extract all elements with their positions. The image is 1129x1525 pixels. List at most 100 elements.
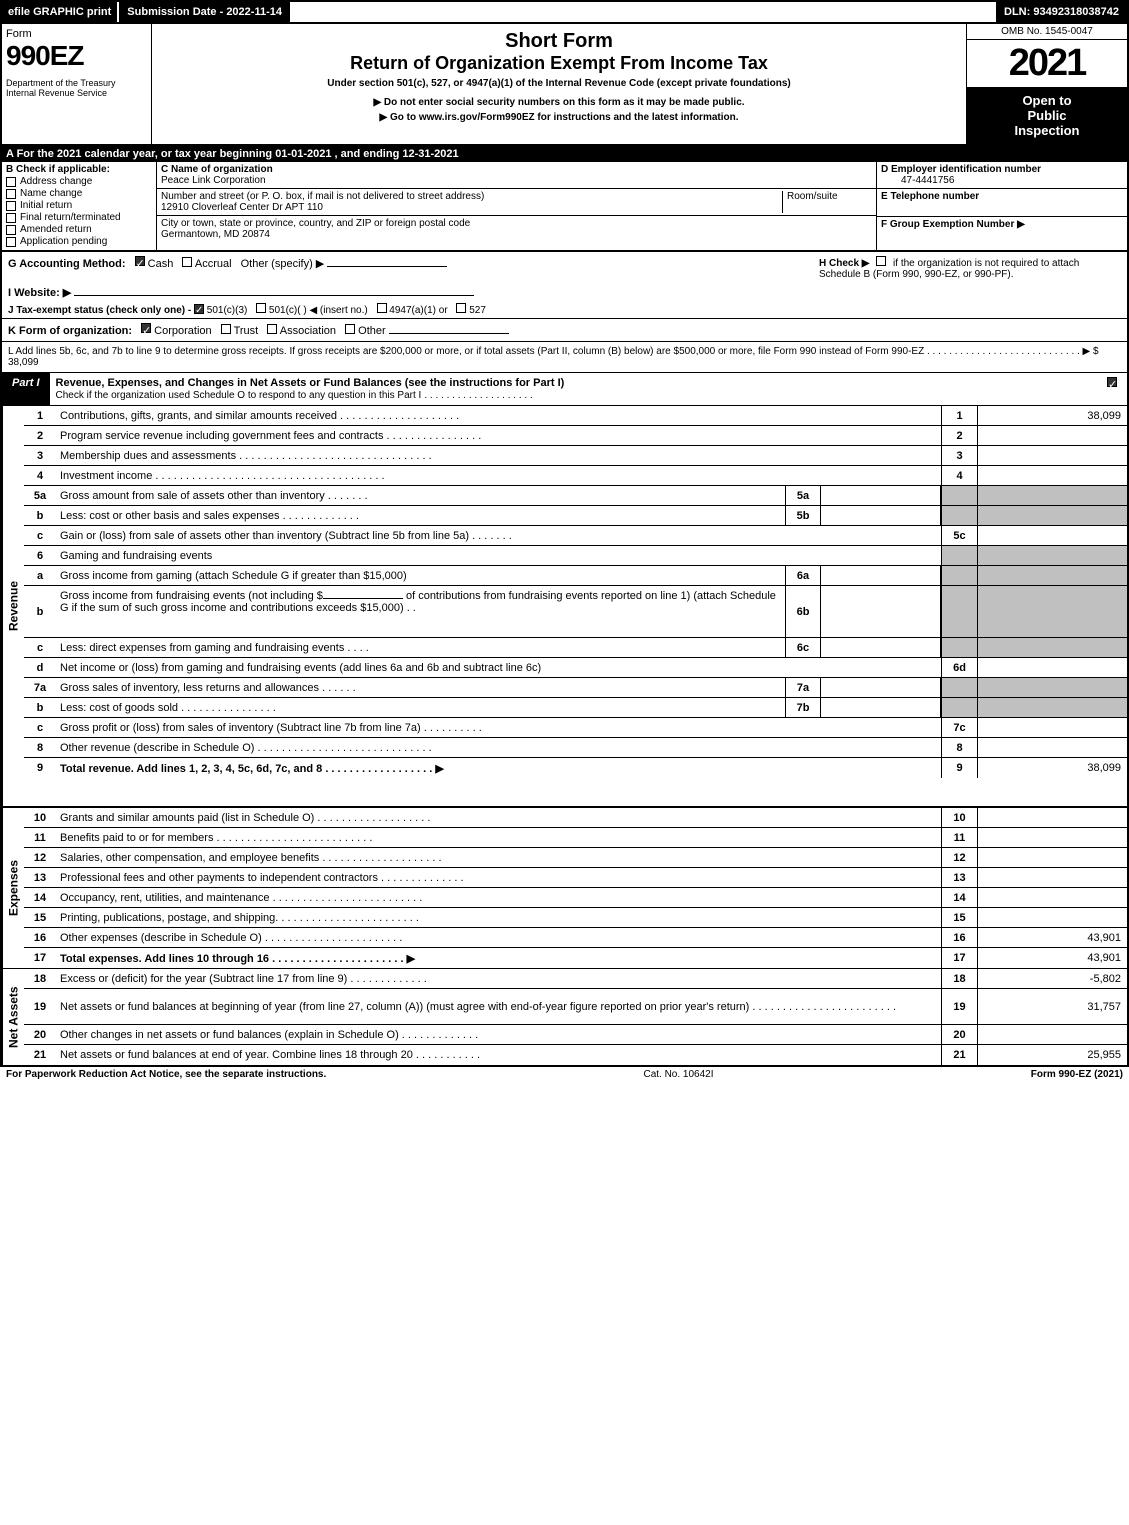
line6b-desc: Gross income from fundraising events (no… [56, 586, 785, 637]
line18-desc: Excess or (deficit) for the year (Subtra… [56, 969, 941, 988]
part1-label: Part I [2, 373, 50, 405]
line15-desc: Printing, publications, postage, and shi… [56, 908, 941, 927]
line14-desc: Occupancy, rent, utilities, and maintena… [56, 888, 941, 907]
header-left: Form 990EZ Department of the Treasury In… [2, 24, 152, 144]
line5b-desc: Less: cost or other basis and sales expe… [56, 506, 785, 525]
line5b-r [941, 506, 977, 525]
501c-label: 501(c)( ) ◀ (insert no.) [269, 305, 368, 316]
cash-label: Cash [148, 258, 174, 270]
line9-desc-text: Total revenue. Add lines 1, 2, 3, 4, 5c,… [60, 762, 444, 775]
cash-checkbox[interactable]: ✓ [135, 256, 145, 266]
final-label: Final return/terminated [20, 212, 121, 223]
section-de: D Employer identification number 47-4441… [877, 162, 1127, 250]
line16-desc: Other expenses (describe in Schedule O) … [56, 928, 941, 947]
goto-link[interactable]: ▶ Go to www.irs.gov/Form990EZ for instru… [158, 112, 960, 123]
line15-num: 15 [24, 908, 56, 927]
taxexempt-label: J Tax-exempt status (check only one) - [8, 305, 191, 316]
line11-val [977, 828, 1127, 847]
corp-checkbox[interactable]: ✓ [141, 323, 151, 333]
telephone-label: E Telephone number [881, 191, 1123, 202]
line14-r: 14 [941, 888, 977, 907]
line20-num: 20 [24, 1025, 56, 1044]
part1-check[interactable]: ✓ [1097, 373, 1127, 405]
form-label: Form [6, 28, 147, 40]
line5a-r [941, 486, 977, 505]
assoc-checkbox[interactable] [267, 324, 277, 334]
expenses-vlabel: Expenses [2, 808, 24, 968]
other-org-input[interactable] [389, 333, 509, 334]
line11-num: 11 [24, 828, 56, 847]
line5c-val [977, 526, 1127, 545]
website-input[interactable] [74, 295, 474, 296]
line6b-input[interactable] [323, 598, 403, 599]
line18-r: 18 [941, 969, 977, 988]
4947-checkbox[interactable] [377, 303, 387, 313]
line7b-r [941, 698, 977, 717]
trust-checkbox[interactable] [221, 324, 231, 334]
netassets-vlabel: Net Assets [2, 969, 24, 1065]
line21-num: 21 [24, 1045, 56, 1065]
h-checkbox[interactable] [876, 256, 886, 266]
name-change-label: Name change [20, 188, 82, 199]
line8-desc: Other revenue (describe in Schedule O) .… [56, 738, 941, 757]
k-label: K Form of organization: [8, 325, 132, 337]
section-l: L Add lines 5b, 6c, and 7b to line 9 to … [0, 342, 1129, 373]
footer-mid: Cat. No. 10642I [326, 1069, 1030, 1080]
line16-r: 16 [941, 928, 977, 947]
line9-val: 38,099 [977, 758, 1127, 778]
line6d-desc: Net income or (loss) from gaming and fun… [56, 658, 941, 677]
line7b-sub: 7b [785, 698, 821, 717]
pending-checkbox[interactable] [6, 237, 16, 247]
section-i: I Website: ▶ [0, 284, 1129, 301]
other-org-checkbox[interactable] [345, 324, 355, 334]
org-name-label: C Name of organization [161, 164, 872, 175]
part1-title-text: Revenue, Expenses, and Changes in Net As… [56, 377, 565, 389]
tax-year: 2021 [967, 40, 1127, 87]
initial-checkbox[interactable] [6, 201, 16, 211]
trust-label: Trust [234, 325, 259, 337]
line5b-sub: 5b [785, 506, 821, 525]
line6c-desc: Less: direct expenses from gaming and fu… [56, 638, 785, 657]
name-change-checkbox[interactable] [6, 189, 16, 199]
527-checkbox[interactable] [456, 303, 466, 313]
line12-r: 12 [941, 848, 977, 867]
line6d-num: d [24, 658, 56, 677]
page-footer: For Paperwork Reduction Act Notice, see … [0, 1067, 1129, 1082]
line21-desc: Net assets or fund balances at end of ye… [56, 1045, 941, 1065]
dln-label: DLN: 93492318038742 [996, 2, 1127, 22]
501c3-checkbox[interactable]: ✓ [194, 304, 204, 314]
line2-r: 2 [941, 426, 977, 445]
line5c-num: c [24, 526, 56, 545]
other-specify-input[interactable] [327, 266, 447, 267]
line6-num: 6 [24, 546, 56, 565]
line17-desc-text: Total expenses. Add lines 10 through 16 … [60, 952, 415, 965]
l-text: L Add lines 5b, 6c, and 7b to line 9 to … [8, 346, 924, 357]
city-label: City or town, state or province, country… [161, 218, 872, 229]
line7c-num: c [24, 718, 56, 737]
revenue-vlabel: Revenue [2, 406, 24, 806]
part1-table: Revenue 1Contributions, gifts, grants, a… [0, 406, 1129, 1067]
addr-change-checkbox[interactable] [6, 177, 16, 187]
info-grid: B Check if applicable: Address change Na… [0, 162, 1129, 252]
donot-notice: ▶ Do not enter social security numbers o… [158, 97, 960, 108]
line12-num: 12 [24, 848, 56, 867]
part1-header: Part I Revenue, Expenses, and Changes in… [0, 373, 1129, 406]
line6a-r [941, 566, 977, 585]
section-g-h: G Accounting Method: ✓ Cash Accrual Othe… [0, 252, 1129, 284]
line20-desc: Other changes in net assets or fund bala… [56, 1025, 941, 1044]
line13-desc: Professional fees and other payments to … [56, 868, 941, 887]
line5b-num: b [24, 506, 56, 525]
final-checkbox[interactable] [6, 213, 16, 223]
line6a-num: a [24, 566, 56, 585]
4947-label: 4947(a)(1) or [389, 305, 447, 316]
section-g: G Accounting Method: ✓ Cash Accrual Othe… [8, 256, 811, 280]
part1-title: Revenue, Expenses, and Changes in Net As… [50, 373, 1097, 405]
irs-label: Internal Revenue Service [6, 88, 147, 98]
line6c-num: c [24, 638, 56, 657]
amended-checkbox[interactable] [6, 225, 16, 235]
501c-checkbox[interactable] [256, 303, 266, 313]
section-a: A For the 2021 calendar year, or tax yea… [0, 146, 1129, 162]
line13-val [977, 868, 1127, 887]
line3-num: 3 [24, 446, 56, 465]
accrual-checkbox[interactable] [182, 257, 192, 267]
